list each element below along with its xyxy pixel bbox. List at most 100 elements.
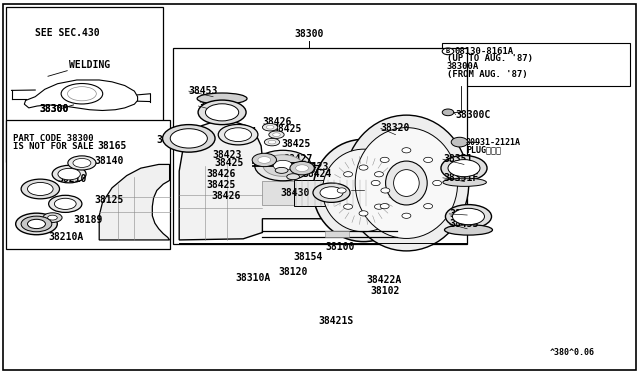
Ellipse shape [268, 140, 276, 144]
Ellipse shape [394, 170, 419, 196]
Ellipse shape [296, 165, 308, 171]
Text: 38440: 38440 [198, 101, 228, 111]
Text: 38453: 38453 [449, 219, 479, 229]
Circle shape [344, 204, 353, 209]
Ellipse shape [218, 125, 258, 145]
Ellipse shape [269, 131, 284, 138]
Ellipse shape [385, 161, 428, 205]
Text: 38425: 38425 [206, 180, 236, 190]
Ellipse shape [448, 160, 480, 177]
Ellipse shape [313, 140, 414, 242]
Text: 38423: 38423 [212, 151, 242, 160]
Bar [173, 48, 467, 244]
Circle shape [359, 165, 368, 170]
Text: 38422A: 38422A [366, 275, 401, 285]
Text: 38425: 38425 [272, 125, 301, 134]
Ellipse shape [252, 153, 276, 167]
Circle shape [442, 48, 454, 55]
Ellipse shape [273, 160, 292, 171]
Text: 38430: 38430 [280, 188, 310, 198]
Ellipse shape [61, 83, 103, 104]
Text: 38454: 38454 [157, 135, 186, 144]
Text: WELDING: WELDING [69, 60, 110, 70]
Text: 38300: 38300 [40, 104, 69, 113]
Text: 38421S: 38421S [319, 316, 354, 326]
Text: 38300: 38300 [40, 104, 69, 113]
Text: 38320: 38320 [381, 124, 410, 133]
Ellipse shape [323, 149, 404, 232]
Ellipse shape [68, 156, 96, 170]
Ellipse shape [355, 128, 458, 238]
Text: 38351: 38351 [443, 154, 472, 164]
Ellipse shape [21, 216, 52, 232]
Ellipse shape [170, 129, 207, 148]
Ellipse shape [445, 225, 493, 235]
Ellipse shape [258, 157, 271, 163]
Text: 38120: 38120 [278, 267, 308, 277]
Text: 38310A: 38310A [236, 273, 271, 283]
Bar [262, 181, 294, 205]
Text: 38426: 38426 [211, 192, 241, 201]
Text: 38140: 38140 [95, 156, 124, 166]
Ellipse shape [445, 205, 492, 228]
Polygon shape [179, 121, 407, 240]
Text: 38425: 38425 [282, 140, 311, 149]
Ellipse shape [262, 124, 278, 131]
Ellipse shape [452, 208, 484, 225]
Ellipse shape [197, 93, 247, 104]
Text: PART CODE 38300: PART CODE 38300 [13, 134, 93, 143]
Ellipse shape [275, 167, 288, 173]
Text: 38424: 38424 [227, 127, 257, 137]
Text: 38351F: 38351F [443, 173, 478, 183]
Ellipse shape [313, 183, 350, 202]
Ellipse shape [263, 155, 303, 176]
Ellipse shape [443, 178, 486, 186]
Text: 38154: 38154 [293, 253, 323, 262]
Ellipse shape [264, 138, 280, 146]
Ellipse shape [21, 179, 60, 199]
Circle shape [337, 188, 346, 193]
Bar [6, 7, 163, 162]
Text: 38440: 38440 [449, 209, 479, 219]
Ellipse shape [73, 158, 91, 167]
Text: (FROM AUG. '87): (FROM AUG. '87) [447, 70, 527, 78]
Ellipse shape [68, 87, 96, 101]
Ellipse shape [163, 125, 215, 152]
Circle shape [402, 148, 411, 153]
Ellipse shape [287, 174, 300, 180]
Ellipse shape [266, 125, 274, 129]
Text: ^380^0.06: ^380^0.06 [550, 348, 595, 357]
Circle shape [424, 157, 433, 163]
Text: 38210: 38210 [58, 174, 87, 184]
Ellipse shape [28, 183, 53, 196]
Ellipse shape [205, 104, 239, 121]
Ellipse shape [198, 100, 246, 125]
Circle shape [359, 211, 368, 216]
Ellipse shape [290, 161, 314, 175]
Ellipse shape [225, 128, 252, 142]
Ellipse shape [320, 187, 343, 199]
Text: 38300A: 38300A [447, 62, 479, 71]
Ellipse shape [58, 168, 81, 180]
Bar [294, 180, 384, 206]
Text: 38165: 38165 [97, 141, 127, 151]
Text: 38427: 38427 [283, 154, 312, 164]
Text: 38426: 38426 [287, 166, 316, 175]
Ellipse shape [52, 166, 86, 183]
Ellipse shape [54, 198, 76, 209]
Text: 38210A: 38210A [48, 232, 83, 242]
Text: 38453: 38453 [189, 86, 218, 96]
Text: PLUG張張張: PLUG張張張 [466, 145, 501, 154]
Circle shape [442, 109, 454, 116]
Circle shape [402, 213, 411, 218]
Text: 00931-2121A: 00931-2121A [466, 138, 521, 147]
Circle shape [371, 180, 380, 186]
Ellipse shape [43, 213, 62, 222]
Circle shape [381, 188, 390, 193]
Circle shape [380, 157, 389, 163]
Polygon shape [99, 164, 170, 240]
Text: SEE SEC.430: SEE SEC.430 [35, 29, 100, 38]
Text: B: B [446, 48, 450, 54]
Ellipse shape [273, 133, 280, 137]
Ellipse shape [49, 195, 82, 212]
